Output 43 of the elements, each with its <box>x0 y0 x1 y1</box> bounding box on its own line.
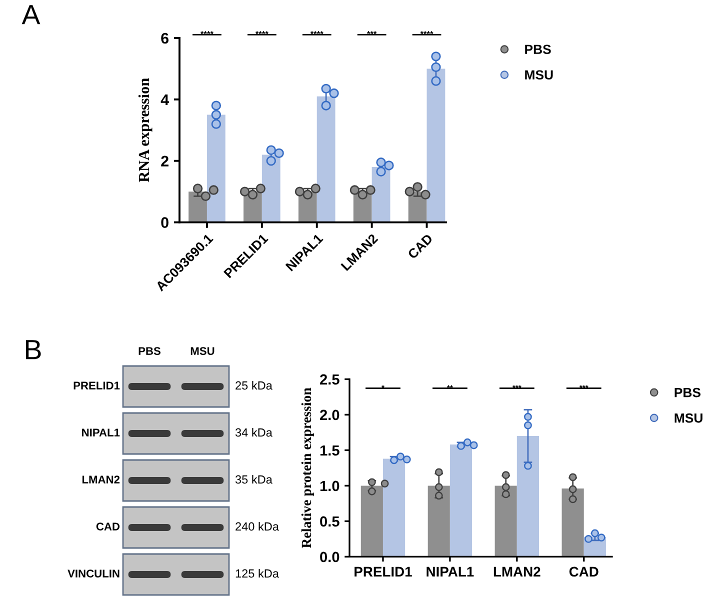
y-tick-label: 0.5 <box>320 516 340 527</box>
y-tick-label: 1.0 <box>320 480 340 492</box>
y-tick-label: 0.0 <box>320 552 340 562</box>
bar <box>428 486 450 557</box>
legend-label: MSU <box>674 413 702 423</box>
category-label: MSU <box>190 347 214 355</box>
x-tick-label: LMAN2 <box>494 566 540 576</box>
text: A <box>22 5 40 24</box>
x-tick-label: CAD <box>569 566 598 577</box>
category-label: LMAN2 <box>82 476 120 484</box>
y-tick-label: 2.5 <box>320 374 340 385</box>
category-label: 240 kDa <box>236 522 279 531</box>
y-tick-label: 0 <box>161 217 168 228</box>
bar <box>516 436 540 557</box>
category-label: PBS <box>138 347 160 355</box>
category-label: PRELID1 <box>74 382 120 390</box>
text: **** <box>255 31 268 34</box>
y-tick-label: 4 <box>160 94 169 105</box>
category-label: NIPAL1 <box>82 428 120 436</box>
text: B <box>26 340 41 360</box>
x-tick-label: NIPAL1 <box>426 566 474 576</box>
y-tick-label: 2.0 <box>320 410 340 420</box>
text: **** <box>310 31 324 34</box>
y-tick-label: 2 <box>161 156 168 166</box>
x-tick-label: PRELID1 <box>354 566 412 576</box>
legend-label: PBS <box>674 388 701 398</box>
category-label: 25 kDa <box>236 380 272 390</box>
category-label: 34 kDa <box>235 428 272 437</box>
text: **** <box>200 31 214 34</box>
text: **** <box>420 31 434 34</box>
bar <box>562 488 584 557</box>
legend-label: PBS <box>525 44 551 54</box>
y-axis-title: Relative protein expression <box>301 388 314 548</box>
y-tick-label: 1.5 <box>320 445 340 456</box>
bar <box>494 486 517 557</box>
category-label: 35 kDa <box>235 474 272 484</box>
y-tick-label: 6 <box>161 32 169 44</box>
category-label: CAD <box>96 522 120 530</box>
category-label: 125 kDa <box>236 568 279 578</box>
category-label: VINCULIN <box>68 570 120 578</box>
y-axis-title: RNA expression <box>138 78 152 182</box>
legend-label: MSU <box>525 70 553 80</box>
text: *** <box>366 31 377 34</box>
